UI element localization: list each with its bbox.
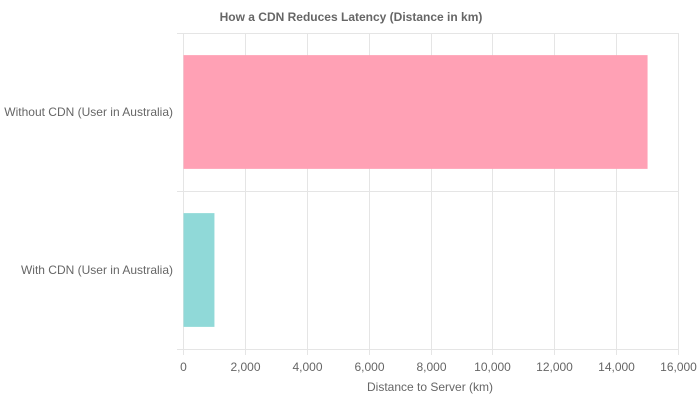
x-tick-label: 12,000: [536, 360, 573, 374]
bars-layer: [183, 55, 648, 327]
x-tick-label: 16,000: [660, 360, 697, 374]
x-tick-label: 4,000: [292, 360, 322, 374]
x-tick-label: 2,000: [230, 360, 260, 374]
chart-title: How a CDN Reduces Latency (Distance in k…: [220, 10, 483, 24]
x-tick-label: 8,000: [416, 360, 446, 374]
y-category-label: Without CDN (User in Australia): [4, 105, 173, 119]
y-category-label: With CDN (User in Australia): [21, 263, 173, 277]
x-tick-label: 6,000: [354, 360, 384, 374]
category-labels: Without CDN (User in Australia) With CDN …: [4, 105, 173, 277]
x-tick-label: 10,000: [474, 360, 511, 374]
x-axis-label: Distance to Server (km): [367, 380, 493, 394]
x-tick-labels: 0 2,000 4,000 6,000 8,000 10,000 12,000 14,000 1…: [180, 360, 697, 374]
x-tick-label: 14,000: [598, 360, 635, 374]
bar[interactable]: [183, 55, 648, 169]
x-tick-label: 0: [180, 360, 187, 374]
bar[interactable]: [183, 213, 215, 327]
